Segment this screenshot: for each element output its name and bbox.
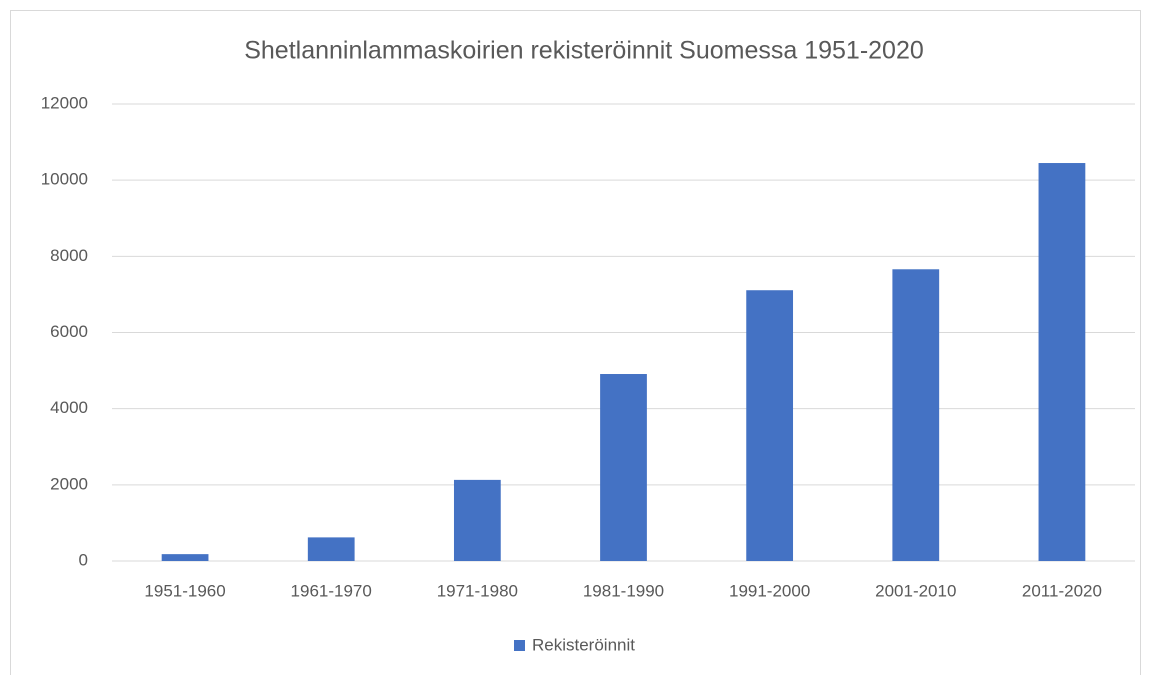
y-tick-label: 0 [79,550,88,569]
y-tick-label: 10000 [41,170,88,189]
x-tick-label: 2001-2010 [875,581,956,600]
y-tick-label: 2000 [50,474,88,493]
bar [600,374,647,561]
bar [161,554,209,561]
x-tick-label: 1971-1980 [437,581,518,600]
legend-swatch [514,640,525,651]
bar [307,537,355,561]
chart-title: Shetlanninlammaskoirien rekisteröinnit S… [244,37,924,65]
x-tick-label: 2011-2020 [1022,581,1102,600]
legend-label: Rekisteröinnit [532,635,635,654]
chart-frame [10,10,1141,675]
x-tick-label: 1951-1960 [144,581,225,600]
bar [453,479,501,561]
bar [746,290,794,561]
x-tick-label: 1961-1970 [291,581,372,600]
x-tick-label: 1991-2000 [729,581,810,600]
x-tick-label: 1981-1990 [583,581,664,600]
y-tick-label: 8000 [50,246,88,265]
y-tick-label: 12000 [41,93,88,112]
bar [892,269,940,561]
y-tick-label: 4000 [50,398,88,417]
bar [1038,163,1086,561]
y-tick-label: 6000 [50,322,88,341]
